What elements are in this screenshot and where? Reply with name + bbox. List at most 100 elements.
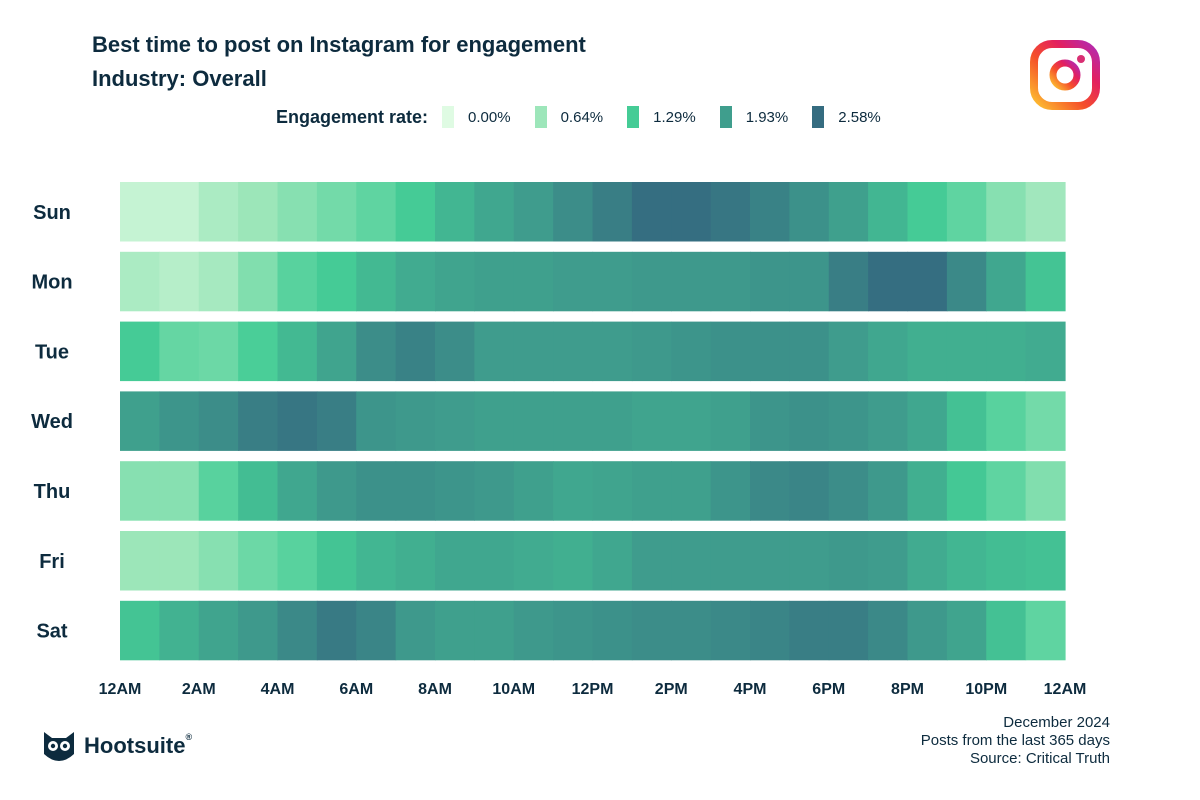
heatmap-cell [907, 251, 948, 312]
x-tick-label: 12AM [1044, 681, 1087, 698]
heatmap-cell [553, 251, 594, 312]
heatmap-cell [986, 182, 1027, 242]
legend-swatch [627, 106, 640, 128]
heatmap-cell [592, 600, 633, 661]
heatmap-cell [946, 321, 987, 382]
x-tick-label: 12PM [572, 681, 614, 698]
heatmap-cell [120, 182, 160, 242]
heatmap-cell [474, 182, 515, 242]
x-tick-label: 2PM [655, 681, 688, 698]
heatmap-cell [750, 600, 790, 661]
heatmap-cell [395, 531, 436, 591]
heatmap-cell [986, 321, 1027, 382]
heatmap-cell [159, 182, 200, 242]
heatmap-cell [356, 531, 397, 591]
heatmap-cell [907, 461, 948, 521]
heatmap-cell [750, 321, 790, 382]
heatmap-cell [435, 251, 475, 312]
heatmap-cell [474, 600, 515, 661]
heatmap-cell [159, 600, 200, 661]
heatmap-cell [828, 600, 869, 661]
heatmap-cell [356, 461, 397, 521]
heatmap-cell [513, 321, 554, 382]
heatmap-cell [553, 182, 594, 242]
heatmap-cell [277, 321, 318, 382]
heatmap-cell [907, 321, 948, 382]
heatmap-cell [789, 600, 830, 661]
heatmap-cell [198, 182, 239, 242]
heatmap-cell [631, 600, 672, 661]
heatmap-cell [316, 391, 357, 451]
legend-value: 0.64% [560, 108, 604, 126]
heatmap-cell [946, 182, 987, 242]
heatmap-cell [513, 391, 554, 451]
row-label: Wed [31, 411, 73, 433]
heatmap-cell [316, 461, 357, 521]
legend-swatch [534, 106, 547, 128]
heatmap-cell [238, 251, 279, 312]
heatmap-cell [316, 321, 357, 382]
heatmap-cell [946, 600, 987, 661]
x-tick-label: 10AM [492, 681, 535, 698]
heatmap-cell [1025, 461, 1066, 521]
heatmap-cell [159, 531, 200, 591]
chart-title: Best time to post on Instagram for engag… [92, 32, 586, 57]
heatmap-cell [513, 182, 554, 242]
heatmap-cell [710, 321, 751, 382]
heatmap-cell [198, 461, 239, 521]
x-tick-label: 8PM [891, 681, 924, 698]
x-tick-label: 4AM [261, 681, 295, 698]
heatmap-cell [750, 182, 790, 242]
chart-subtitle: Industry: Overall [92, 66, 267, 91]
heatmap-cell [828, 531, 869, 591]
heatmap-cell [277, 531, 318, 591]
brand-mark: ® [185, 732, 193, 742]
heatmap-cell [750, 461, 790, 521]
heatmap-cell [789, 321, 830, 382]
x-tick-label: 6PM [812, 681, 845, 698]
heatmap-cell [395, 251, 436, 312]
footer-notes: December 2024 Posts from the last 365 da… [921, 714, 1110, 768]
heatmap-cell [868, 321, 909, 382]
heatmap-cell [710, 391, 751, 451]
heatmap-cell [907, 391, 948, 451]
heatmap-cell [868, 531, 909, 591]
heatmap-cell [238, 321, 279, 382]
row-label: Tue [35, 341, 69, 363]
heatmap-cell [986, 600, 1027, 661]
heatmap-cell [159, 461, 200, 521]
heatmap-cell [986, 461, 1027, 521]
heatmap-cell [946, 391, 987, 451]
heatmap-cell [277, 391, 318, 451]
heatmap-cell [198, 251, 239, 312]
heatmap: Sun Mon Tue Wed Thu Fri Sat 12AM 2AM 4AM 6AM 8AM 10A… [31, 182, 1087, 698]
legend-value: 1.29% [653, 108, 696, 126]
heatmap-cell [435, 321, 475, 382]
heatmap-cell [238, 461, 279, 521]
heatmap-cell [198, 531, 239, 591]
x-tick-label: 12AM [99, 681, 142, 698]
heatmap-cell [553, 321, 594, 382]
heatmap-cell [395, 391, 436, 451]
heatmap-cell [710, 461, 751, 521]
heatmap-cell [671, 251, 712, 312]
x-tick-label: 2AM [182, 681, 216, 698]
row-label: Fri [39, 551, 65, 573]
heatmap-cell [120, 391, 160, 451]
heatmap-cell [789, 531, 830, 591]
heatmap-cell [238, 600, 279, 661]
heatmap-cell [907, 600, 948, 661]
heatmap-cell [395, 461, 436, 521]
heatmap-cell [750, 251, 790, 312]
brand-name: Hootsuite [84, 733, 186, 758]
heatmap-cell [946, 531, 987, 591]
heatmap-cell [316, 531, 357, 591]
legend-swatch [719, 106, 732, 128]
heatmap-cell [868, 182, 909, 242]
heatmap-cell [513, 461, 554, 521]
row-label: Thu [34, 481, 71, 503]
heatmap-cell [750, 531, 790, 591]
heatmap-cell [356, 182, 397, 242]
heatmap-cell [474, 321, 515, 382]
heatmap-cell [710, 251, 751, 312]
